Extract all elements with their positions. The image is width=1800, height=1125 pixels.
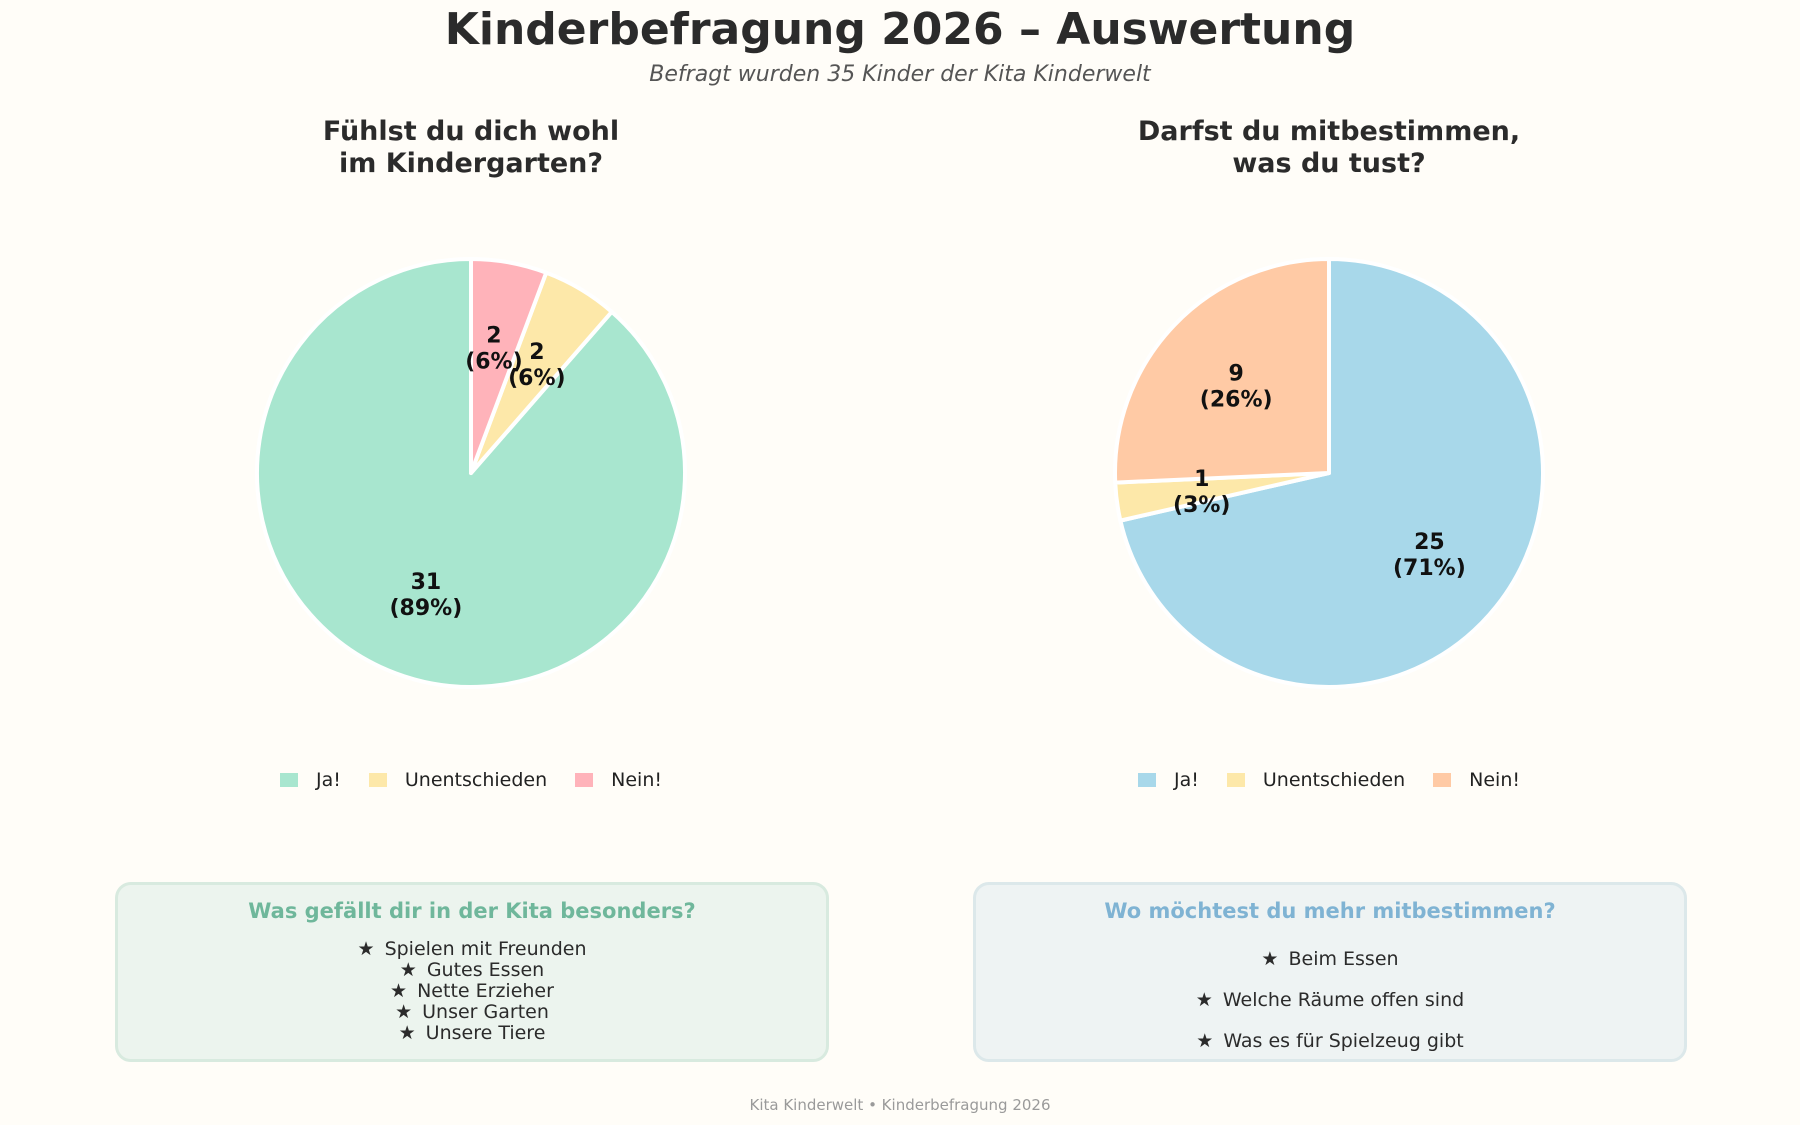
chart-2-slice-ja bbox=[1118, 257, 1545, 689]
legend-swatch bbox=[1226, 773, 1245, 787]
chart-1-slice-nein bbox=[469, 257, 549, 475]
chart-2-title: Darfst du mitbestimmen, was du tust? bbox=[979, 116, 1679, 180]
chart-2-label-nein: 9 (26%) bbox=[1200, 361, 1273, 412]
chart-1-legend-item-unentschieden: Unentschieden bbox=[368, 769, 548, 791]
legend-label: Nein! bbox=[1469, 769, 1520, 791]
star-icon: ★ bbox=[1196, 1030, 1214, 1052]
legend-swatch bbox=[1138, 773, 1156, 787]
list-item-text: Gutes Essen bbox=[426, 959, 545, 981]
legend-swatch bbox=[368, 773, 387, 787]
participation-box-title: Wo möchtest du mehr mitbestimmen? bbox=[1104, 899, 1556, 923]
chart-2-legend-item-nein: Nein! bbox=[1433, 769, 1520, 791]
star-icon: ★ bbox=[1195, 989, 1213, 1011]
legend-label: Ja! bbox=[316, 769, 341, 791]
list-item: ★ Gutes Essen bbox=[118, 960, 826, 981]
participation-list: ★ Beim Essen ★ Welche Räume offen sind ★ Was … bbox=[976, 939, 1684, 1062]
chart-1-label-nein: 2 (6%) bbox=[465, 324, 522, 375]
list-item: ★ Was es für Spielzeug gibt bbox=[976, 1021, 1684, 1062]
star-icon: ★ bbox=[357, 938, 375, 960]
favorites-box-title: Was gefällt dir in der Kita besonders? bbox=[248, 899, 696, 923]
chart-1-title-line-2: im Kindergarten? bbox=[338, 148, 604, 179]
chart-2-pie: 25 (71%) 1 (3%) 9 (26%) bbox=[1113, 257, 1545, 689]
legend-swatch bbox=[575, 773, 594, 787]
star-icon: ★ bbox=[398, 1022, 416, 1044]
list-item: ★ Unser Garten bbox=[118, 1002, 826, 1023]
star-icon: ★ bbox=[390, 980, 408, 1002]
favorites-box: Was gefällt dir in der Kita besonders? ★… bbox=[115, 882, 829, 1062]
list-item-text: Spielen mit Freunden bbox=[384, 938, 587, 960]
list-item-text: Beim Essen bbox=[1288, 948, 1399, 970]
legend-swatch bbox=[280, 773, 298, 787]
legend-label: Unentschieden bbox=[404, 769, 548, 791]
list-item: ★ Welche Räume offen sind bbox=[976, 980, 1684, 1021]
footer: Kita Kinderwelt • Kinderbefragung 2026 bbox=[749, 1096, 1051, 1114]
chart-2-label-ja: 25 (71%) bbox=[1393, 530, 1466, 581]
chart-1-title-line-1: Fühlst du dich wohl bbox=[322, 116, 620, 147]
chart-2-label-unentschieden: 1 (3%) bbox=[1173, 467, 1230, 518]
legend-label: Ja! bbox=[1174, 769, 1199, 791]
legend-swatch bbox=[1433, 773, 1452, 787]
chart-2-legend: Ja! Unentschieden Nein! bbox=[979, 766, 1679, 794]
chart-1-legend: Ja! Unentschieden Nein! bbox=[121, 766, 821, 794]
chart-2-slice-nein bbox=[1113, 257, 1331, 485]
chart-1-title: Fühlst du dich wohl im Kindergarten? bbox=[121, 116, 821, 180]
favorites-list: ★ Spielen mit Freunden ★ Gutes Essen ★ Nette … bbox=[118, 939, 826, 1044]
list-item-text: Unser Garten bbox=[422, 1001, 549, 1023]
chart-1-legend-item-nein: Nein! bbox=[575, 769, 662, 791]
list-item: ★ Unsere Tiere bbox=[118, 1023, 826, 1044]
page-subtitle: Befragt wurden 35 Kinder der Kita Kinder… bbox=[649, 62, 1151, 87]
star-icon: ★ bbox=[395, 1001, 413, 1023]
chart-1-legend-item-ja: Ja! bbox=[280, 769, 341, 791]
legend-label: Nein! bbox=[611, 769, 662, 791]
list-item-text: Nette Erzieher bbox=[417, 980, 554, 1002]
list-item-text: Was es für Spielzeug gibt bbox=[1223, 1030, 1464, 1052]
chart-1-pie: 31 (89%) 2 (6%)2 (6%) bbox=[255, 257, 687, 689]
legend-label: Unentschieden bbox=[1262, 769, 1406, 791]
list-item: ★ Spielen mit Freunden bbox=[118, 939, 826, 960]
star-icon: ★ bbox=[1261, 948, 1279, 970]
list-item: ★ Beim Essen bbox=[976, 939, 1684, 980]
page-title: Kinderbefragung 2026 – Auswertung bbox=[444, 4, 1356, 55]
participation-box: Wo möchtest du mehr mitbestimmen? ★ Beim … bbox=[973, 882, 1687, 1062]
list-item-text: Welche Räume offen sind bbox=[1222, 989, 1465, 1011]
list-item-text: Unsere Tiere bbox=[425, 1022, 546, 1044]
chart-1-label-unentschieden: 2 (6%) bbox=[508, 340, 565, 391]
chart-1-label-ja: 31 (89%) bbox=[389, 570, 462, 621]
star-icon: ★ bbox=[399, 959, 417, 981]
chart-2-title-line-1: Darfst du mitbestimmen, bbox=[1137, 116, 1521, 147]
chart-2-legend-item-unentschieden: Unentschieden bbox=[1226, 769, 1406, 791]
chart-2-title-line-2: was du tust? bbox=[1232, 148, 1426, 179]
list-item: ★ Nette Erzieher bbox=[118, 981, 826, 1002]
chart-2-legend-item-ja: Ja! bbox=[1138, 769, 1199, 791]
